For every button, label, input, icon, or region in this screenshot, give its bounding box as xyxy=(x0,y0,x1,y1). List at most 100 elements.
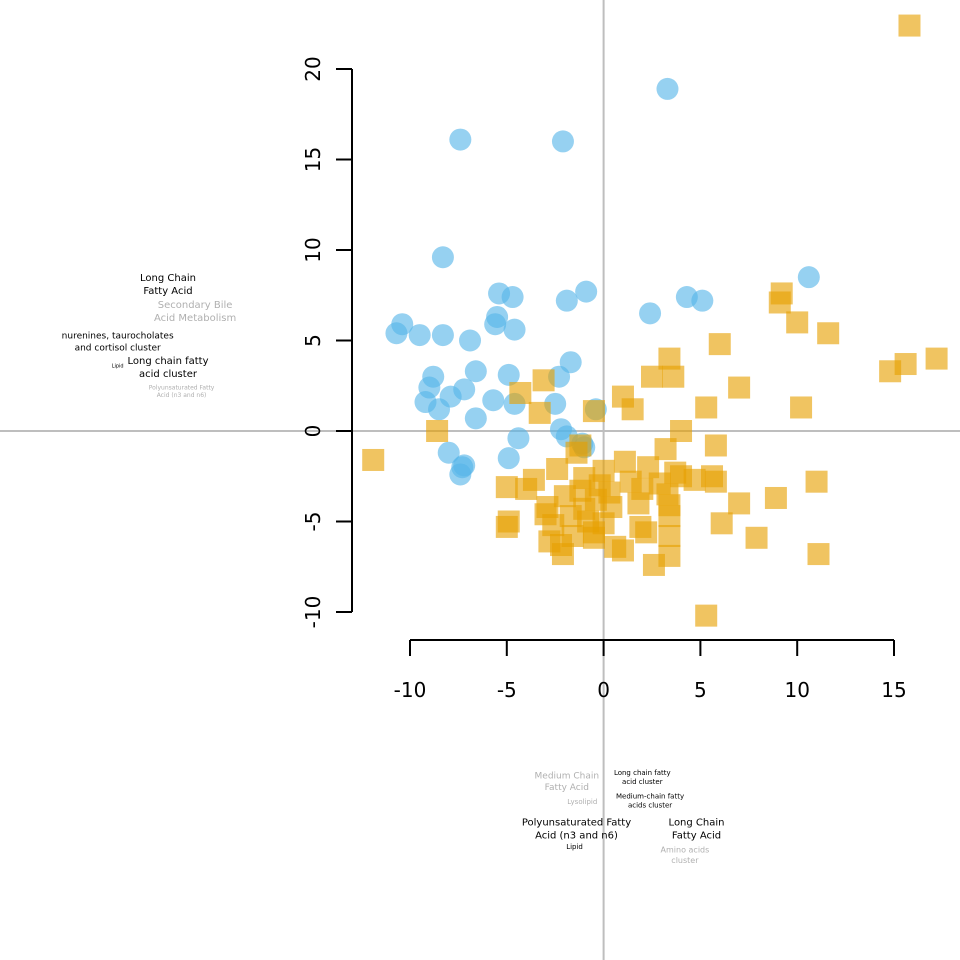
data-point-square xyxy=(559,505,582,528)
annotation-line: Long Chain xyxy=(140,273,196,284)
data-point-square xyxy=(805,470,828,493)
annotation-line: Fatty Acid xyxy=(672,831,721,842)
data-point-circle xyxy=(449,463,472,486)
data-point-square xyxy=(582,526,605,549)
annotation-label: Long chain fatty acid cluster xyxy=(127,356,208,380)
data-point-square xyxy=(745,526,768,549)
data-point-square xyxy=(898,14,921,37)
data-point-circle xyxy=(484,313,507,336)
annotation-line: Long Chain xyxy=(669,818,725,829)
annotation-label: nurenines, taurocholates and cortisol clu… xyxy=(62,332,174,354)
x-tick-label: -10 xyxy=(394,678,427,702)
data-point-square xyxy=(710,512,733,535)
data-point-circle xyxy=(385,322,408,345)
data-point-square xyxy=(528,401,551,424)
y-tick-label: 15 xyxy=(301,147,325,172)
data-point-square xyxy=(621,398,644,421)
annotations: Long Chain Fatty Acid Secondary Bile Acid M… xyxy=(62,273,725,865)
data-point-square xyxy=(658,505,681,528)
data-point-square xyxy=(879,360,902,383)
data-point-circle xyxy=(507,427,530,450)
y-tick-label: 10 xyxy=(301,237,325,262)
data-point-square xyxy=(683,468,706,491)
data-point-square xyxy=(764,486,787,509)
series-squares xyxy=(362,14,948,627)
data-point-circle xyxy=(464,360,487,383)
data-point-circle xyxy=(428,398,451,421)
data-point-circle xyxy=(449,128,472,151)
data-point-circle xyxy=(459,329,482,352)
data-point-square xyxy=(495,515,518,538)
data-point-square xyxy=(546,458,569,481)
y-tick-label: -10 xyxy=(301,596,325,629)
annotation-label: Amino acids cluster xyxy=(661,846,710,865)
annotation-label: Medium-chain fatty acids cluster xyxy=(616,792,684,809)
y-tick-label: 5 xyxy=(301,334,325,347)
annotation-label: Secondary Bile Acid Metabolism xyxy=(154,300,236,324)
data-point-circle xyxy=(431,246,454,269)
annotation-line: Polyunsaturated Fatty xyxy=(149,384,215,391)
annotation-label: Medium Chain Fatty Acid xyxy=(535,772,600,794)
annotation-line: acids cluster xyxy=(628,802,672,810)
data-point-square xyxy=(768,291,791,314)
annotation-line: Lipid xyxy=(112,364,124,370)
axes: -10 -5 0 5 10 15 -10 -5 0 5 10 15 20 xyxy=(301,56,907,702)
data-point-circle xyxy=(551,130,574,153)
annotation-label: Lipid xyxy=(566,843,583,851)
annotation-line: Fatty Acid xyxy=(143,286,192,297)
data-point-square xyxy=(641,365,663,388)
annotation-label: Lipid xyxy=(112,364,124,370)
data-point-circle xyxy=(503,318,526,341)
data-point-square xyxy=(627,492,650,515)
annotation-label: Long chain fatty acid cluster xyxy=(614,769,671,786)
y-tick-label: 20 xyxy=(301,56,325,81)
annotation-line: Medium-chain fatty xyxy=(616,792,684,800)
annotation-line: nurenines, taurocholates xyxy=(62,332,174,342)
data-point-circle xyxy=(408,324,431,347)
x-tick-label: -5 xyxy=(497,678,517,702)
annotation-line: and cortisol cluster xyxy=(75,343,161,353)
data-point-square xyxy=(708,333,731,356)
data-point-square xyxy=(565,441,588,464)
data-point-square xyxy=(658,347,681,370)
annotation-line: Medium Chain xyxy=(535,772,600,782)
data-point-square xyxy=(807,543,830,566)
data-point-circle xyxy=(639,302,662,325)
x-tick-label: 5 xyxy=(694,678,707,702)
y-tick-label: 0 xyxy=(301,425,325,438)
data-point-square xyxy=(654,438,677,461)
data-point-square xyxy=(925,347,948,370)
series-circles xyxy=(385,77,820,486)
data-point-circle xyxy=(497,363,520,386)
data-point-square xyxy=(704,470,727,493)
y-tick-label: -5 xyxy=(301,512,325,532)
data-point-square xyxy=(658,524,681,547)
x-tick-label: 0 xyxy=(597,678,610,702)
annotation-line: Long chain fatty xyxy=(614,769,671,777)
annotation-line: Fatty Acid xyxy=(545,783,589,793)
annotation-label: Lysolipid xyxy=(567,798,597,806)
data-point-square xyxy=(695,396,718,419)
annotation-line: acid cluster xyxy=(139,369,198,380)
annotation-line: Acid (n3 and n6) xyxy=(535,831,618,842)
data-point-square xyxy=(728,376,751,399)
data-point-square xyxy=(695,604,718,627)
data-point-square xyxy=(515,477,538,500)
data-point-circle xyxy=(497,447,520,470)
data-point-square xyxy=(662,365,685,388)
data-point-circle xyxy=(575,280,598,303)
annotation-label: Long Chain Fatty Acid xyxy=(140,273,196,297)
annotation-line: Secondary Bile xyxy=(158,300,233,311)
data-point-circle xyxy=(691,289,714,312)
data-point-square xyxy=(642,553,665,576)
annotation-line: acid cluster xyxy=(622,778,663,786)
annotation-line: Amino acids xyxy=(661,846,710,855)
data-point-square xyxy=(790,396,813,419)
data-point-square xyxy=(704,434,727,457)
data-point-circle xyxy=(501,286,524,309)
data-point-circle xyxy=(464,407,487,430)
annotation-line: Acid Metabolism xyxy=(154,313,236,324)
data-point-square xyxy=(532,369,555,392)
x-tick-label: 10 xyxy=(784,678,809,702)
data-point-square xyxy=(786,311,809,334)
